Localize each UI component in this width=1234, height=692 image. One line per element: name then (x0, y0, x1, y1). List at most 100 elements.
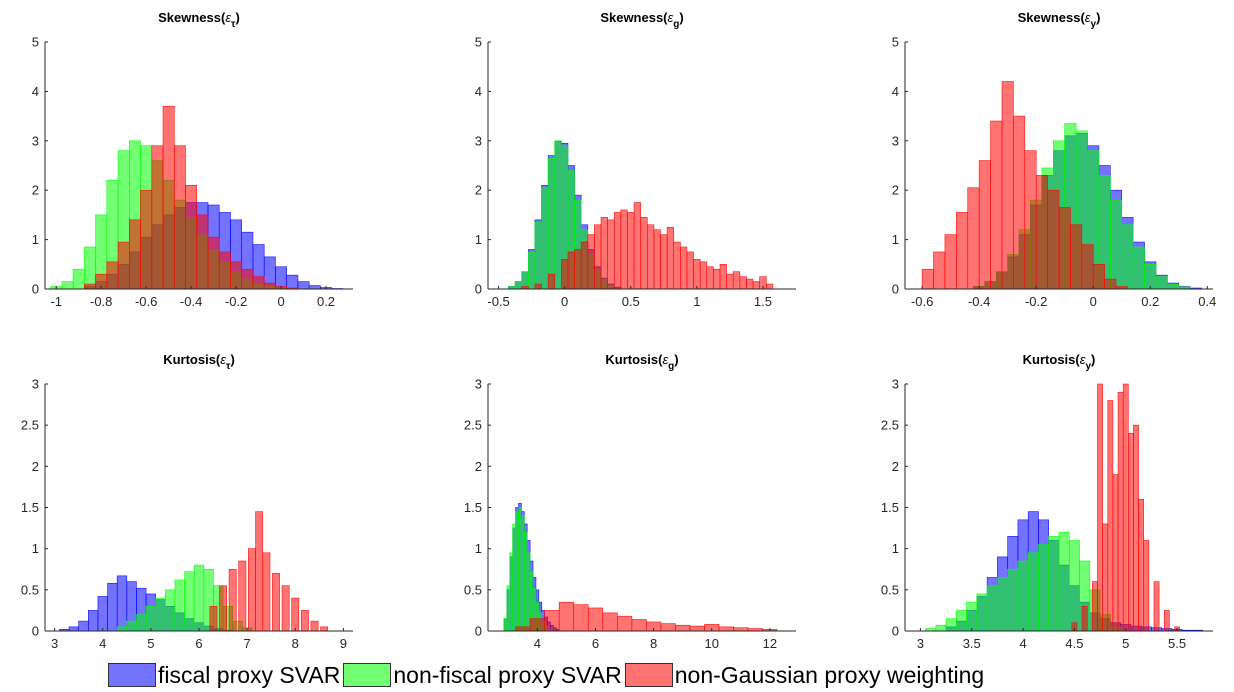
panel-skew-y: -0.6 -0.4 -0.2 0 0.2 0.4 0 1 2 3 4 5 Skewness(εy) (892, 10, 1217, 309)
legend-swatch-non-fiscal (343, 663, 392, 687)
bar (300, 610, 309, 632)
bar (310, 620, 319, 632)
bar (291, 597, 300, 632)
series-non-gaussian (84, 105, 299, 290)
y-tick-label: 1 (475, 232, 482, 247)
bar (174, 579, 185, 632)
x-tick-label: 6 (592, 636, 599, 651)
bar (1110, 199, 1123, 290)
y-tick-label: 3 (475, 377, 482, 392)
bar (262, 552, 271, 632)
y-tick-label: 4 (892, 84, 899, 99)
y-tick-label: 0.5 (21, 582, 39, 597)
x-tick-label: 1 (693, 294, 700, 309)
y-tick-label: 0.5 (881, 582, 899, 597)
bar (78, 620, 89, 632)
bar (281, 585, 290, 632)
bar (518, 507, 522, 632)
bar (1035, 175, 1048, 290)
x-tick-label: -1 (50, 294, 62, 309)
x-tick-label: 9 (340, 636, 347, 651)
bar (600, 217, 608, 290)
y-tick-label: 1 (475, 541, 482, 556)
y-tick-label: 1.5 (881, 500, 899, 515)
bar (162, 105, 175, 290)
bar (640, 217, 648, 290)
bar (1128, 433, 1134, 632)
bar (713, 268, 721, 290)
bar (739, 276, 747, 290)
bar (587, 234, 595, 290)
bar (248, 548, 256, 632)
y-tick-label: 0 (475, 282, 482, 297)
x-tick-label: 0 (1090, 294, 1097, 309)
bar (145, 605, 156, 632)
bar (1144, 263, 1157, 290)
y-tick-label: 2 (475, 183, 482, 198)
bar (88, 610, 99, 632)
bar (1001, 81, 1014, 290)
bar (966, 601, 978, 632)
panel-kurt-tau: 3 4 5 6 7 8 9 0 0.5 1 1.5 2 2.5 3 Kurtosis(ετ) (21, 352, 353, 651)
y-tick-label: 2 (892, 183, 899, 198)
bar (209, 605, 218, 632)
x-tick-label: 0.4 (1198, 294, 1216, 309)
legend-item-fiscal: fiscal proxy SVAR (108, 662, 340, 688)
bar (990, 120, 1003, 290)
bar (732, 271, 741, 290)
bar (1013, 115, 1026, 290)
bar (151, 145, 164, 290)
x-tick-label: 12 (763, 636, 777, 651)
y-tick-label: 2 (32, 459, 39, 474)
bar (567, 251, 575, 290)
y-tick-label: 3 (32, 133, 39, 148)
bar (512, 523, 516, 632)
bar (544, 610, 560, 632)
bar (689, 625, 705, 632)
bar (997, 577, 1008, 632)
bar (673, 241, 681, 290)
y-tick-label: 2.5 (881, 418, 899, 433)
x-tick-label: 0.5 (622, 294, 640, 309)
x-tick-label: 7 (244, 636, 251, 651)
bar (534, 283, 542, 290)
legend-swatch-non-gaussian (624, 663, 673, 687)
bar (616, 615, 633, 632)
bar (514, 281, 523, 290)
bar (627, 212, 635, 290)
bar (207, 236, 220, 290)
bar (1133, 424, 1139, 632)
x-tick-label: 1.5 (754, 294, 772, 309)
bar (238, 560, 247, 632)
legend-swatch-fiscal (108, 663, 156, 687)
bar (1153, 581, 1160, 632)
bar (602, 612, 618, 632)
bar (275, 266, 287, 290)
x-tick-label: 10 (705, 636, 719, 651)
x-tick-label: 4.5 (1065, 636, 1083, 651)
y-tick-label: 1.5 (464, 500, 482, 515)
x-tick-label: 3.5 (963, 636, 981, 651)
bar (660, 234, 668, 290)
bar (718, 626, 734, 632)
bar (633, 202, 641, 290)
bar (515, 626, 531, 632)
bar (1104, 278, 1117, 290)
bar (646, 224, 655, 290)
bar (547, 273, 556, 290)
bar (1138, 498, 1144, 632)
bar (272, 573, 280, 632)
bar (297, 281, 310, 290)
series-non-gaussian (921, 81, 1128, 290)
panel-kurt-g: 4 6 8 10 12 0 0.5 1 1.5 2 2.5 3 Kurtosis(εg) (464, 352, 796, 651)
bar (675, 624, 691, 632)
panel-title: Skewness(ετ) (158, 10, 240, 30)
bar (1092, 581, 1098, 632)
bar (255, 511, 264, 632)
bar (561, 259, 569, 290)
x-tick-label: 0.2 (317, 294, 335, 309)
bar (1007, 568, 1019, 632)
y-tick-label: 4 (475, 84, 482, 99)
y-tick-label: 0 (32, 624, 39, 639)
x-tick-label: 8 (650, 636, 657, 651)
